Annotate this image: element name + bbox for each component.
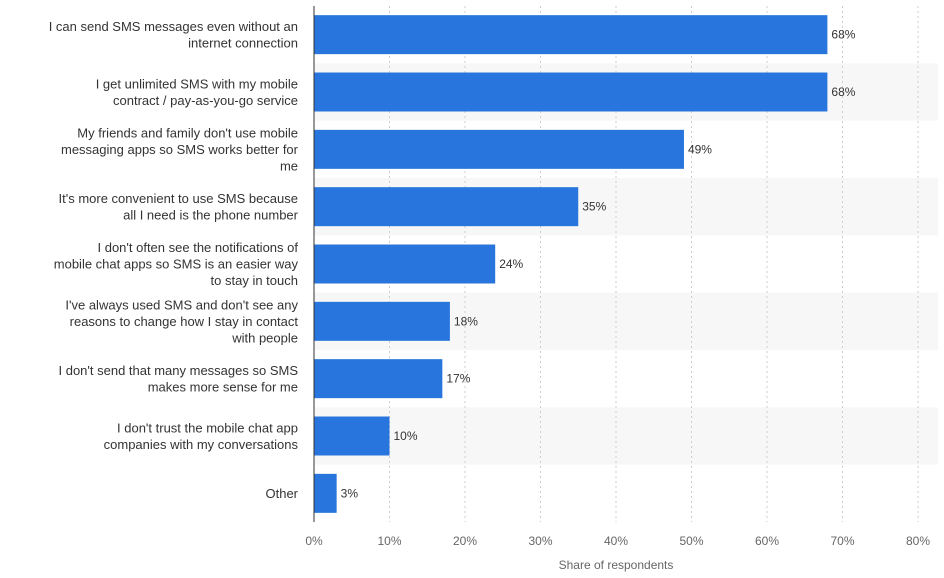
bar[interactable]: [314, 244, 496, 284]
x-tick-label: 80%: [906, 534, 930, 548]
bar[interactable]: [314, 15, 828, 55]
value-label: 17%: [446, 372, 470, 386]
x-tick-label: 0%: [305, 534, 323, 548]
x-axis-ticks: 0% 10% 20% 30% 40% 50% 60% 70% 80%: [305, 534, 930, 548]
bars: [314, 15, 828, 513]
category-label: I've always used SMS and don't see any re…: [65, 297, 298, 345]
category-label: I don't send that many messages so SMS ma…: [59, 363, 299, 395]
category-label: I get unlimited SMS with my mobile contra…: [96, 76, 298, 108]
value-label: 68%: [831, 28, 855, 42]
category-label: It's more convenient to use SMS because a…: [59, 191, 299, 223]
category-labels: I can send SMS messages even without an i…: [49, 19, 299, 501]
x-tick-label: 70%: [830, 534, 854, 548]
category-label: I don't trust the mobile chat app compani…: [104, 420, 299, 452]
value-label: 35%: [582, 200, 606, 214]
bar[interactable]: [314, 473, 337, 513]
bar[interactable]: [314, 72, 828, 112]
category-label: I don't often see the notifications of mo…: [54, 240, 299, 288]
bar[interactable]: [314, 359, 443, 399]
x-tick-label: 50%: [679, 534, 703, 548]
x-tick-label: 30%: [528, 534, 552, 548]
category-label: Other: [265, 486, 298, 501]
value-label: 3%: [341, 486, 359, 500]
bar[interactable]: [314, 187, 579, 227]
category-label: My friends and family don't use mobile me…: [61, 125, 299, 173]
row-band: [314, 407, 938, 465]
value-label: 24%: [499, 257, 523, 271]
x-tick-label: 40%: [604, 534, 628, 548]
x-tick-label: 10%: [377, 534, 401, 548]
bar[interactable]: [314, 301, 450, 341]
bar[interactable]: [314, 416, 390, 456]
x-axis-title: Share of respondents: [559, 558, 674, 572]
category-label: I can send SMS messages even without an i…: [49, 19, 298, 51]
x-tick-label: 20%: [453, 534, 477, 548]
x-tick-label: 60%: [755, 534, 779, 548]
value-label: 10%: [394, 429, 418, 443]
value-label: 49%: [688, 142, 712, 156]
bar[interactable]: [314, 129, 684, 169]
value-label: 18%: [454, 314, 478, 328]
value-labels: 68% 68% 49% 35% 24% 18% 17% 10% 3%: [341, 28, 856, 501]
value-label: 68%: [831, 85, 855, 99]
